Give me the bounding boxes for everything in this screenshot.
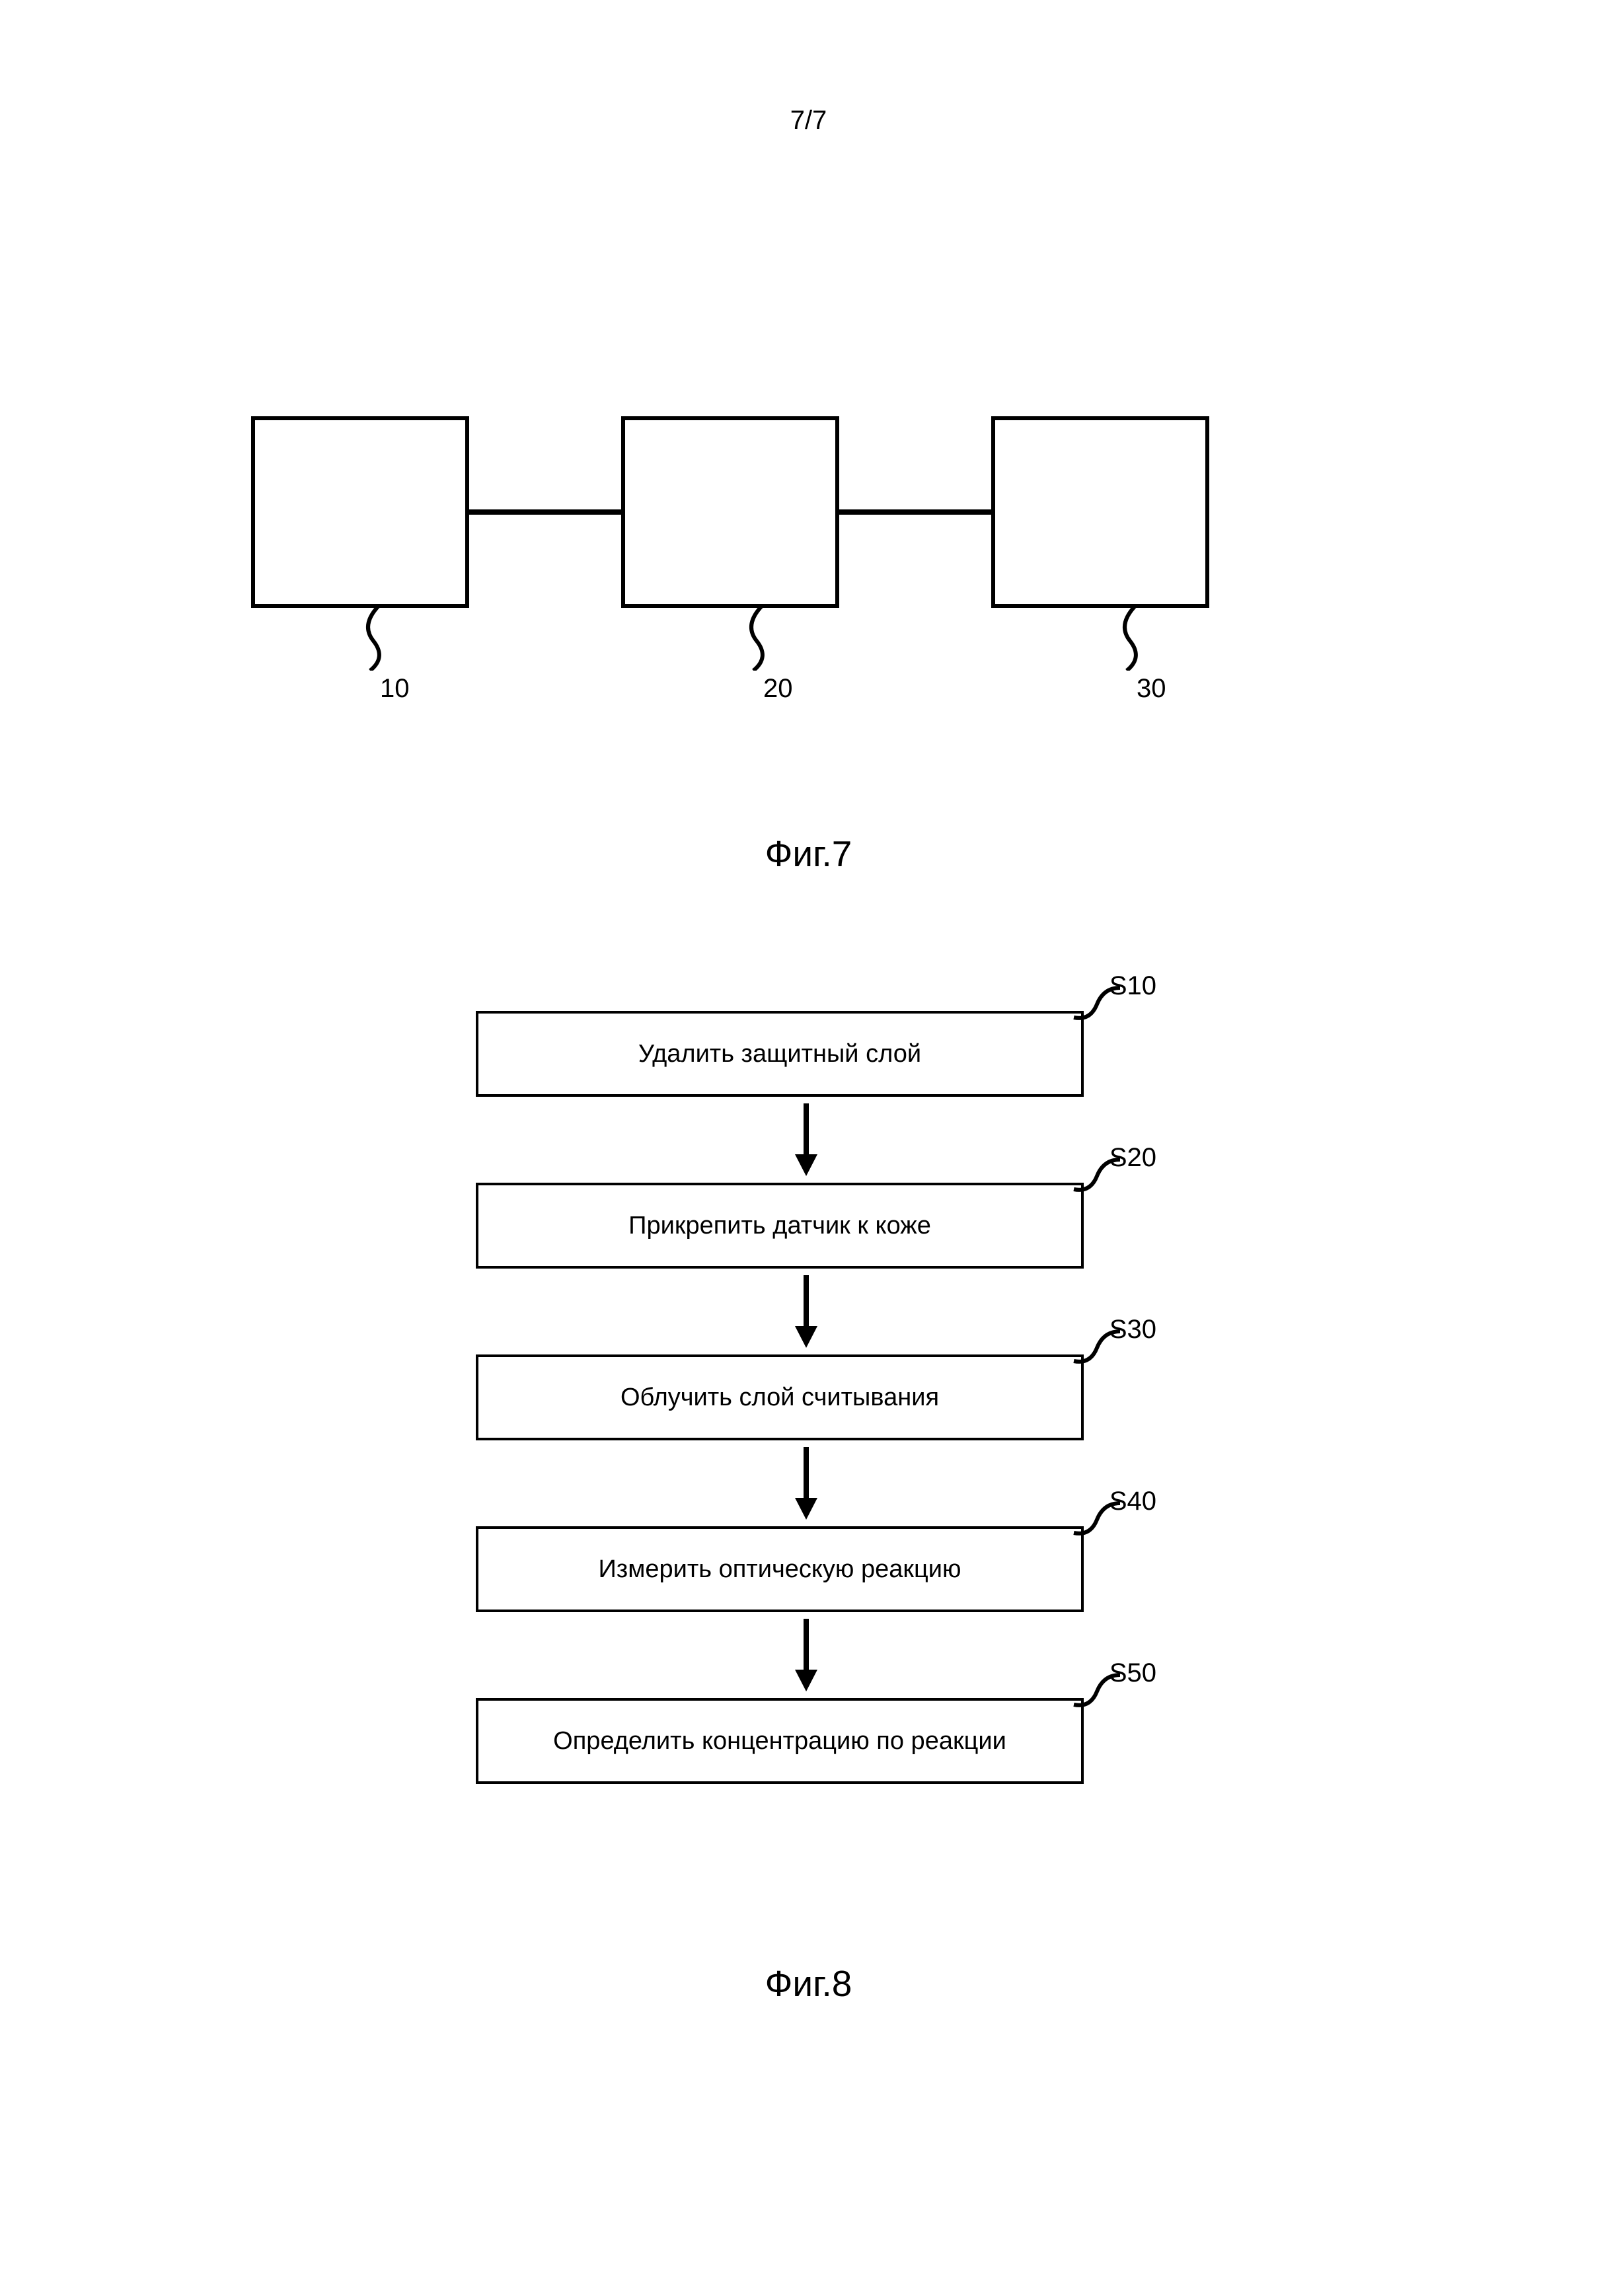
figure-7-caption: Фиг.7 <box>765 833 852 875</box>
arrow-s30-s40 <box>476 1440 1137 1526</box>
step-label-s40: S40 <box>1109 1487 1156 1516</box>
block-diagram-row <box>251 416 1374 608</box>
block-30 <box>991 416 1209 608</box>
figure-7-container: 10 20 30 <box>251 416 1374 714</box>
figure-8-caption: Фиг.8 <box>765 1962 852 2005</box>
block-labels-row: 10 20 30 <box>251 608 1374 714</box>
block-10 <box>251 416 469 608</box>
arrow-s10-s20 <box>476 1097 1137 1183</box>
step-s40-wrapper: S40 Измерить оптическую реакцию <box>476 1526 1137 1612</box>
connector-20-30 <box>839 509 991 515</box>
ref-label-20: 20 <box>763 674 793 704</box>
step-box-s20: Прикрепить датчик к коже <box>476 1183 1084 1269</box>
step-box-s10: Удалить защитный слой <box>476 1011 1084 1097</box>
step-label-s10: S10 <box>1109 971 1156 1001</box>
connector-10-20 <box>469 509 621 515</box>
page-number: 7/7 <box>790 106 827 135</box>
step-text-s30: Облучить слой считывания <box>620 1384 939 1412</box>
step-s50-wrapper: S50 Определить концентрацию по реакции <box>476 1698 1137 1784</box>
block-20 <box>621 416 839 608</box>
step-label-s20: S20 <box>1109 1143 1156 1173</box>
step-box-s40: Измерить оптическую реакцию <box>476 1526 1084 1612</box>
ref-curve-30 <box>1110 605 1163 671</box>
step-text-s20: Прикрепить датчик к коже <box>628 1212 931 1240</box>
step-s10-wrapper: S10 Удалить защитный слой <box>476 1011 1137 1097</box>
arrow-s20-s30 <box>476 1269 1137 1354</box>
step-s20-wrapper: S20 Прикрепить датчик к коже <box>476 1183 1137 1269</box>
step-text-s40: Измерить оптическую реакцию <box>598 1555 961 1584</box>
step-box-s30: Облучить слой считывания <box>476 1354 1084 1440</box>
step-s30-wrapper: S30 Облучить слой считывания <box>476 1354 1137 1440</box>
step-label-s30: S30 <box>1109 1315 1156 1345</box>
arrow-s40-s50 <box>476 1612 1137 1698</box>
ref-label-10: 10 <box>380 674 410 704</box>
ref-curve-10 <box>354 605 406 671</box>
step-box-s50: Определить концентрацию по реакции <box>476 1698 1084 1784</box>
step-label-s50: S50 <box>1109 1658 1156 1688</box>
figure-8-container: S10 Удалить защитный слой S20 Прикрепить… <box>476 1011 1137 1784</box>
step-text-s10: Удалить защитный слой <box>638 1040 921 1068</box>
ref-curve-20 <box>737 605 790 671</box>
step-text-s50: Определить концентрацию по реакции <box>553 1727 1006 1756</box>
ref-label-30: 30 <box>1137 674 1166 704</box>
